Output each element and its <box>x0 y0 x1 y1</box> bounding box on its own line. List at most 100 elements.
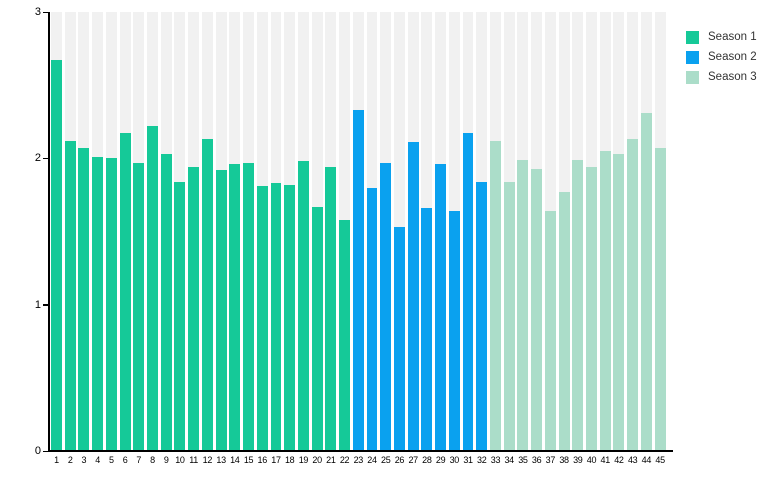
x-tick-label: 15 <box>243 455 254 465</box>
x-tick-label: 43 <box>627 455 638 465</box>
bar-column <box>380 12 394 451</box>
bar-season-1-x11 <box>188 167 200 451</box>
bar-season-3-x37 <box>544 211 556 451</box>
y-tick-mark <box>43 157 48 160</box>
x-tick-label: 9 <box>163 455 169 465</box>
bar-season-2-x23 <box>352 110 364 451</box>
bar-season-2-x24 <box>366 187 378 451</box>
x-tick-label: 13 <box>216 455 226 465</box>
bar-season-1-x9 <box>160 153 172 451</box>
bar-column <box>92 12 106 451</box>
bar-season-1-x6 <box>119 133 131 451</box>
bar-season-1-x2 <box>64 140 76 451</box>
bar-season-1-x13 <box>215 170 227 451</box>
bar-column <box>558 12 573 451</box>
y-tick-label: 2 <box>34 152 41 165</box>
bar-column <box>188 12 202 451</box>
bar-column <box>448 12 463 451</box>
bar-column <box>531 12 545 451</box>
y-tick-mark <box>43 304 48 306</box>
x-tick-label: 32 <box>477 455 487 465</box>
bar-season-2-x25 <box>380 162 392 451</box>
x-tick-label: 18 <box>284 455 295 465</box>
legend-swatch-icon <box>686 31 699 44</box>
x-tick-label: 3 <box>81 455 87 465</box>
y-tick-label: 0 <box>34 445 41 457</box>
x-tick-label: 45 <box>655 455 665 465</box>
x-tick-label: 5 <box>108 455 114 465</box>
bar-column <box>160 12 175 451</box>
x-tick-label: 2 <box>67 455 73 465</box>
x-tick-label: 44 <box>641 455 652 465</box>
bar-column <box>476 12 490 451</box>
bar-season-1-x3 <box>78 148 90 451</box>
bar-column <box>64 12 79 451</box>
bar-column <box>586 12 600 451</box>
bar-column <box>311 12 326 451</box>
x-tick-label: 36 <box>531 455 542 465</box>
bar-column <box>78 12 92 451</box>
bar-season-2-x29 <box>435 164 447 451</box>
legend: Season 1 Season 2 Season 3 <box>686 31 757 91</box>
plot-area <box>51 12 668 451</box>
bar-column <box>147 12 161 451</box>
bar-season-3-x44 <box>640 112 652 451</box>
legend-swatch-icon <box>686 51 699 64</box>
bar-season-3-x38 <box>558 192 570 451</box>
bar-season-1-x21 <box>325 167 337 451</box>
y-axis-line <box>48 12 50 452</box>
bar-season-1-x20 <box>311 206 323 451</box>
x-tick-label: 27 <box>408 455 418 465</box>
x-tick-label: 26 <box>394 455 405 465</box>
bar-column <box>119 12 134 451</box>
bar-season-2-x28 <box>421 208 433 451</box>
y-tick-mark <box>43 450 48 452</box>
x-tick-label: 1 <box>54 455 59 465</box>
bar-season-3-x42 <box>613 153 625 451</box>
bar-column <box>270 12 285 451</box>
legend-swatch-icon <box>686 71 699 84</box>
bar-season-1-x4 <box>92 156 104 451</box>
bar-column <box>352 12 367 451</box>
bar-season-3-x45 <box>654 148 666 451</box>
legend-item-season-1: Season 1 <box>686 31 757 44</box>
bar-season-1-x1 <box>51 60 62 451</box>
bar-season-2-x27 <box>407 142 419 451</box>
bar-column <box>421 12 435 451</box>
x-tick-label: 25 <box>381 455 391 465</box>
x-tick-label: 24 <box>367 455 377 465</box>
bar-column <box>174 12 188 451</box>
bar-season-1-x14 <box>229 164 241 451</box>
legend-label: Season 2 <box>708 51 757 63</box>
bar-column <box>627 12 641 451</box>
bar-column <box>407 12 422 451</box>
x-tick-label: 14 <box>230 455 240 465</box>
x-tick-label: 20 <box>312 455 322 465</box>
x-tick-label: 19 <box>298 455 309 465</box>
x-tick-label: 8 <box>150 455 155 465</box>
bar-column <box>572 12 586 451</box>
bar-season-2-x32 <box>476 181 488 451</box>
bar-column <box>201 12 216 451</box>
bar-season-1-x16 <box>256 186 268 451</box>
bar-season-1-x7 <box>133 162 145 451</box>
x-tick-label: 11 <box>189 455 199 465</box>
legend-item-season-3: Season 3 <box>686 71 757 84</box>
x-tick-label: 16 <box>257 455 268 465</box>
x-tick-label: 28 <box>422 455 432 465</box>
x-tick-label: 23 <box>353 455 364 465</box>
bar-column <box>654 12 669 451</box>
bar-season-3-x39 <box>572 159 584 451</box>
bar-season-1-x17 <box>270 183 282 451</box>
bar-season-1-x15 <box>243 162 254 451</box>
x-tick-label: 39 <box>573 455 583 465</box>
x-tick-label: 10 <box>175 455 185 465</box>
bar-column <box>297 12 312 451</box>
bar-column <box>229 12 243 451</box>
x-axis-line <box>48 450 673 452</box>
x-tick-label: 17 <box>271 455 281 465</box>
x-axis-tick-labels: 1 2 3 4 5 6 7 8 9 10 11 12 13 14 15 16 17 18 19 20 21 22 23 24 2… <box>51 455 668 466</box>
x-tick-label: 12 <box>202 455 213 465</box>
bar-season-1-x22 <box>339 219 351 451</box>
